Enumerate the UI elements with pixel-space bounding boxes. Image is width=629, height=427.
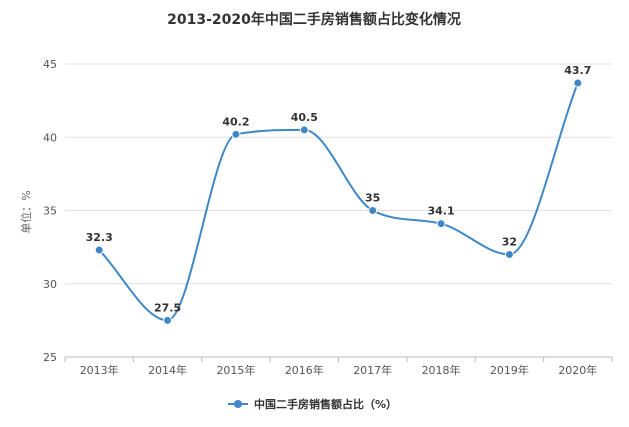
x-tick-label: 2014年 <box>148 363 187 377</box>
data-point <box>368 206 378 215</box>
x-tick-label: 2015年 <box>216 363 255 377</box>
y-tick-label: 45 <box>43 58 57 71</box>
legend: 中国二手房销售额占比（%） <box>228 397 397 411</box>
x-tick-label: 2018年 <box>422 363 461 377</box>
y-tick-label: 35 <box>43 205 57 218</box>
data-label: 43.7 <box>564 64 591 77</box>
data-labels: 32.3 27.5 40.2 40.5 35 34.1 32 43.7 <box>86 64 592 314</box>
data-point <box>573 78 583 88</box>
series-line <box>98 82 579 322</box>
data-label: 40.2 <box>222 115 249 128</box>
data-label: 40.5 <box>291 111 318 124</box>
x-tick-label: 2020年 <box>558 363 597 377</box>
data-point <box>299 125 309 135</box>
data-point <box>231 129 241 139</box>
data-points <box>94 78 583 325</box>
x-tick-label: 2013年 <box>80 363 119 377</box>
data-label: 32.3 <box>86 231 113 244</box>
x-tick-labels: 2013年 2014年 2015年 2016年 2017年 2018年 2019年 2020年 <box>64 357 613 377</box>
data-label: 35 <box>365 192 380 205</box>
data-point <box>504 249 514 259</box>
y-axis-label: 单位：% <box>19 190 33 233</box>
data-point <box>163 315 173 325</box>
y-tick-label: 40 <box>43 131 57 144</box>
y-tick-label: 30 <box>43 278 57 291</box>
data-label: 27.5 <box>154 301 181 314</box>
gridlines <box>65 63 612 358</box>
data-label: 32 <box>502 235 517 248</box>
legend-marker <box>234 400 242 408</box>
chart-title: 2013-2020年中国二手房销售额占比变化情况 <box>167 11 461 28</box>
y-tick-labels: 25 30 35 40 45 <box>43 58 57 364</box>
x-tick-label: 2017年 <box>353 363 392 377</box>
data-label: 34.1 <box>427 205 454 218</box>
y-tick-label: 25 <box>43 351 57 364</box>
data-point <box>94 245 104 255</box>
data-point <box>436 219 446 229</box>
x-tick-label: 2019年 <box>490 363 529 377</box>
legend-label: 中国二手房销售额占比（%） <box>254 397 397 411</box>
x-tick-label: 2016年 <box>285 363 324 377</box>
